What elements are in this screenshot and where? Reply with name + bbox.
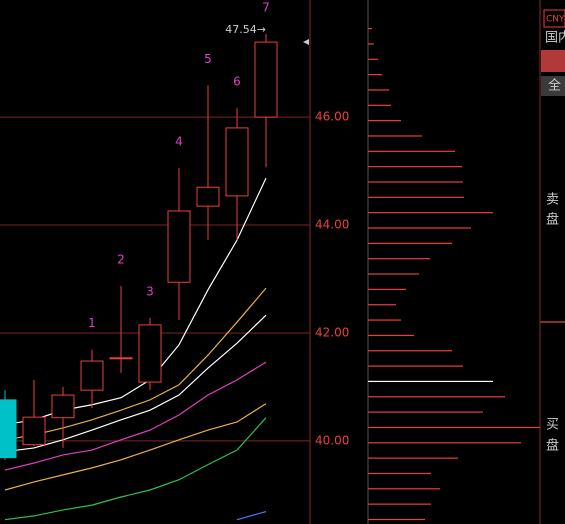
candle-body [51, 394, 75, 419]
depth-bar [368, 89, 389, 91]
market[interactable]: 国内 [545, 30, 565, 46]
candle-label: 7 [262, 0, 270, 14]
candle-label: 6 [233, 74, 241, 88]
depth-bar [368, 350, 452, 352]
depth-bar [368, 442, 521, 444]
depth-bar [368, 365, 463, 367]
depth-bar [368, 227, 471, 229]
depth-bar [368, 288, 406, 290]
candle-body [254, 41, 278, 118]
high-annotation: 47.54→ [225, 23, 266, 36]
depth-bar [368, 104, 391, 106]
moving-average [4, 314, 267, 453]
depth-bar [368, 74, 382, 76]
candle-label: 2 [117, 253, 125, 267]
depth-bar [368, 258, 430, 260]
depth-bar [368, 28, 372, 30]
candle-body [225, 127, 249, 197]
depth-bar [368, 58, 378, 60]
depth-bar [368, 135, 422, 137]
y-tick-label: 46.00 [315, 110, 349, 124]
depth-bar [368, 334, 414, 336]
currency-box [543, 9, 565, 28]
candle-body [138, 324, 162, 383]
depth-bar [368, 273, 419, 275]
moving-average [4, 417, 267, 521]
depth-bar [368, 472, 431, 475]
depth-bar [368, 411, 483, 413]
depth-bar [368, 426, 540, 429]
candle-body [0, 399, 17, 459]
candle-body [22, 416, 46, 446]
depth-bar [368, 212, 493, 214]
y-tick-label: 42.00 [315, 325, 349, 339]
depth-bar [368, 196, 464, 198]
tab[interactable]: 全 [548, 78, 561, 94]
y-tick-label: 44.00 [315, 218, 349, 232]
depth-bar [368, 304, 396, 306]
depth-bar [368, 319, 401, 321]
moving-average [4, 361, 267, 471]
buy-label: 买 [546, 418, 559, 433]
candle-label: 5 [204, 52, 212, 66]
moving-average [236, 511, 267, 521]
depth-bar [368, 120, 401, 122]
depth-bar [368, 181, 463, 183]
candle-body [109, 357, 133, 360]
price-marker [303, 39, 309, 45]
depth-bar [368, 166, 462, 168]
candle-body [80, 360, 104, 391]
depth-bar [368, 380, 493, 383]
candle-label: 4 [175, 134, 183, 148]
currency[interactable]: CNY [546, 15, 565, 25]
depth-bar [368, 457, 458, 459]
tab-active[interactable] [541, 50, 565, 72]
buy-label: 盘 [546, 438, 559, 454]
depth-bar [368, 488, 440, 490]
depth-bar [368, 396, 505, 398]
sell-label: 盘 [546, 212, 559, 228]
moving-average [4, 403, 267, 491]
tab-box[interactable] [541, 76, 565, 96]
candle-label: 1 [88, 316, 96, 330]
sell-label: 卖 [546, 193, 559, 208]
depth-bar [368, 43, 374, 45]
y-tick-label: 40.00 [315, 433, 349, 447]
depth-bar [368, 503, 431, 505]
moving-average [4, 287, 267, 441]
candle-body [167, 210, 191, 283]
candle-label: 3 [146, 284, 154, 298]
moving-average [4, 177, 267, 426]
candle-body [196, 186, 220, 207]
depth-bar [368, 518, 425, 521]
depth-bar [368, 242, 452, 244]
depth-bar [368, 150, 455, 152]
